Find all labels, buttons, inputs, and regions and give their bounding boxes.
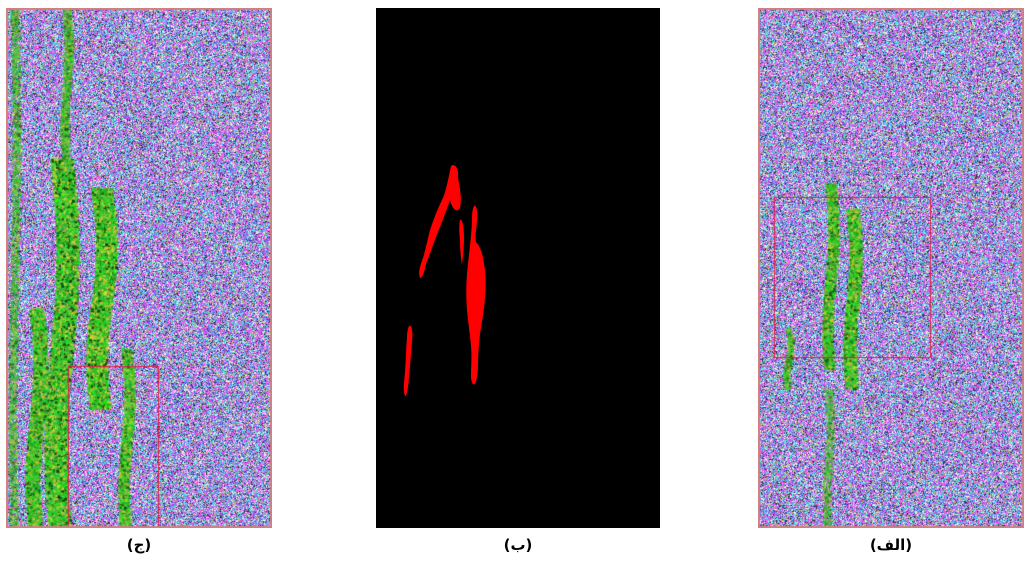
mask-region-left-upper xyxy=(419,165,461,278)
caption-left: (ج) xyxy=(126,536,152,554)
zoomed-noisy-image xyxy=(6,8,272,528)
full-noise-canvas xyxy=(758,8,1024,528)
zoomed-noise-canvas xyxy=(6,8,272,528)
mask-region-central xyxy=(466,205,486,385)
caption-right: (الف) xyxy=(869,536,913,554)
mask-region-thin-strand xyxy=(459,219,464,264)
mask-region-left-upper-strand xyxy=(452,172,458,205)
caption-middle: (ب) xyxy=(503,536,533,554)
full-noisy-image xyxy=(758,8,1024,528)
mask-region-left-lower xyxy=(403,325,413,396)
mask-svg xyxy=(376,8,660,528)
segmentation-mask xyxy=(376,8,660,528)
mask-background xyxy=(376,8,660,528)
